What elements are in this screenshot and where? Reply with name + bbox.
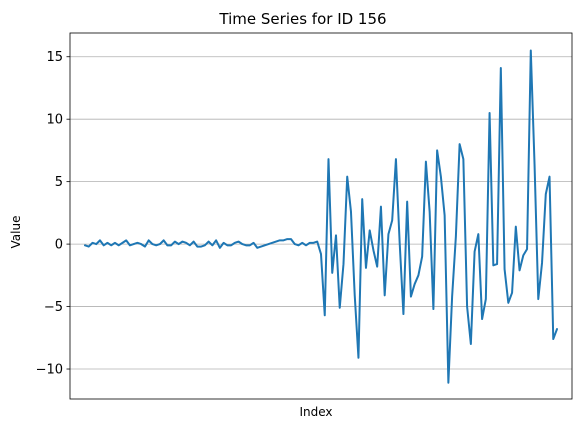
x-axis-label: Index (299, 405, 332, 419)
y-ticks: 15 10 5 0 −5 −10 (36, 50, 70, 378)
y-axis-label: Value (9, 216, 23, 249)
y-tick-label: 15 (46, 50, 63, 65)
plot-frame (69, 32, 573, 400)
y-tick-label: 10 (46, 113, 63, 128)
series-group (83, 49, 559, 384)
y-tick-label: −10 (36, 363, 63, 378)
series-line (83, 49, 559, 384)
chart-title: Time Series for ID 156 (218, 10, 386, 28)
y-tick-label: 5 (55, 175, 63, 190)
y-tick-label: −5 (44, 300, 63, 315)
y-tick-label: 0 (55, 238, 63, 253)
